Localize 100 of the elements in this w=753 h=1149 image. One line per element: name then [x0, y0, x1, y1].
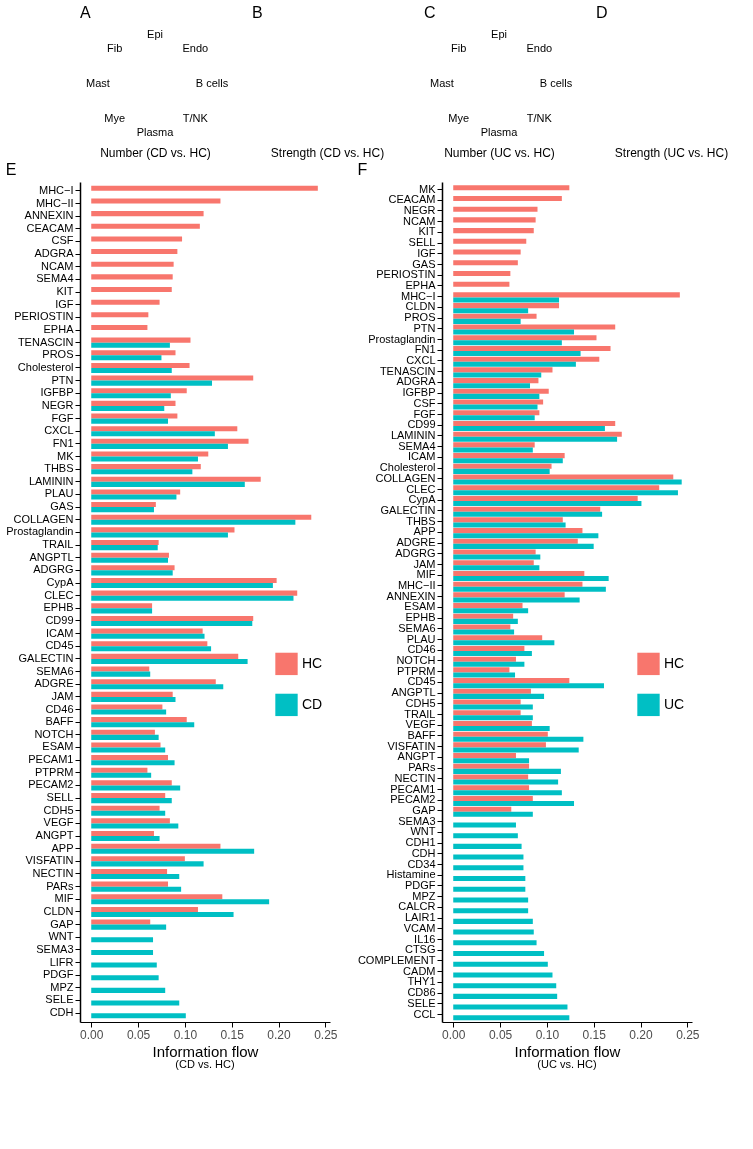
y-tick-label: GAP: [412, 803, 436, 816]
bar: [453, 640, 555, 646]
bar: [453, 795, 533, 801]
bar: [91, 861, 204, 867]
y-tick-label: Cholesterol: [17, 360, 74, 373]
bar: [453, 624, 511, 630]
y-tick-label: PECAM1: [28, 753, 74, 766]
bar: [453, 983, 557, 989]
bar: [453, 350, 581, 357]
y-tick-label: EPHA: [405, 278, 437, 291]
y-tick-label: VISFATIN: [387, 739, 436, 752]
y-tick-label: PARs: [408, 761, 436, 774]
bar: [453, 404, 538, 410]
bar: [91, 658, 248, 664]
bar: [91, 438, 249, 444]
bar: [91, 641, 208, 647]
bar: [91, 223, 200, 229]
y-tick-label: ANNEXIN: [24, 209, 74, 222]
bar: [91, 469, 193, 475]
bar: [91, 1000, 180, 1006]
y-tick-label: SEMA3: [36, 942, 74, 955]
x-tick-label: 0.20: [267, 1027, 291, 1042]
bar: [91, 451, 209, 457]
bar: [453, 833, 518, 839]
bar: [91, 590, 298, 596]
y-tick-label: CDH1: [405, 836, 436, 849]
y-tick-label: THBS: [44, 462, 74, 475]
bar: [91, 545, 158, 551]
y-tick-label: SEMA3: [398, 814, 436, 827]
y-tick-label: TRAIL: [404, 707, 436, 720]
bar: [453, 560, 534, 566]
bar: [91, 760, 175, 766]
bar: [453, 865, 524, 871]
x-tick-label: 0.10: [535, 1027, 560, 1042]
y-tick-label: PECAM1: [390, 782, 436, 795]
bar: [453, 308, 529, 314]
bar: [91, 236, 183, 242]
y-tick-label: ANNEXIN: [386, 589, 436, 602]
y-tick-label: PTN: [51, 373, 74, 386]
bar: [91, 873, 180, 880]
y-tick-label: COLLAGEN: [375, 471, 436, 484]
bar: [91, 742, 161, 748]
bar: [453, 511, 603, 517]
bar: [453, 811, 533, 817]
y-tick-label: APP: [51, 841, 74, 854]
bar: [91, 393, 171, 399]
bar: [91, 388, 187, 394]
bar: [91, 299, 160, 305]
bar: [91, 696, 176, 702]
category-label: Mye: [104, 111, 126, 124]
bar: [453, 806, 512, 812]
bar: [453, 378, 539, 384]
bar: [91, 975, 159, 981]
y-tick-label: CD86: [407, 986, 436, 999]
bar: [453, 961, 548, 967]
bar: [453, 940, 537, 946]
y-tick-label: CD46: [45, 702, 74, 715]
text: A: [80, 4, 91, 21]
bar: [453, 335, 597, 341]
bar: [453, 618, 518, 624]
bar: [453, 678, 570, 684]
bar: [453, 1004, 568, 1010]
bar: [453, 383, 531, 389]
y-tick-label: ICAM: [46, 626, 74, 639]
bar: [453, 575, 609, 582]
bar: [453, 485, 660, 491]
y-tick-label: CD46: [407, 643, 436, 656]
x-tick-label: 0.05: [126, 1027, 151, 1042]
bar: [91, 937, 154, 943]
bar: [91, 691, 173, 697]
bar: [91, 532, 228, 538]
y-tick-label: CXCL: [406, 353, 436, 366]
bar: [453, 415, 535, 421]
y-tick-label: MHC−II: [35, 196, 74, 209]
bar: [91, 856, 185, 862]
bar: [91, 456, 198, 462]
bar: [453, 297, 560, 303]
bar: [453, 715, 533, 721]
bar: [453, 517, 563, 523]
bar: [91, 633, 205, 639]
bar: [91, 906, 198, 912]
y-tick-label: CEACAM: [388, 193, 436, 206]
bar: [453, 436, 618, 442]
bar: [453, 667, 510, 673]
bar: [91, 595, 294, 601]
y-tick-label: THBS: [406, 514, 436, 527]
y-tick-label: Cholesterol: [379, 461, 436, 474]
bar: [91, 494, 177, 500]
y-tick-label: LAMININ: [390, 428, 436, 441]
y-tick-label: BAFF: [45, 715, 74, 728]
x-axis-title: Information flow: [152, 1042, 259, 1060]
bar: [453, 292, 680, 298]
bar: [453, 399, 544, 405]
bar: [453, 688, 531, 694]
bar: [91, 722, 195, 728]
y-tick-label: IGF: [55, 297, 74, 310]
y-tick-label: PROS: [42, 348, 74, 361]
y-tick-label: FGF: [51, 411, 74, 424]
y-tick-label: CDH5: [43, 803, 74, 816]
bar: [91, 514, 312, 520]
